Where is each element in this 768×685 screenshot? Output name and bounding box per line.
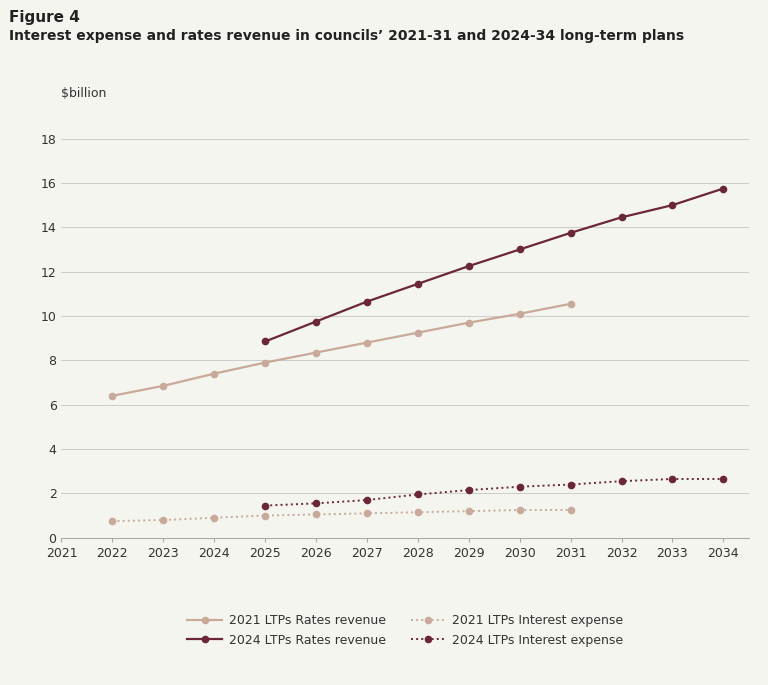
Text: $billion: $billion [61,86,107,99]
Text: Interest expense and rates revenue in councils’ 2021-31 and 2024-34 long-term pl: Interest expense and rates revenue in co… [9,29,684,42]
Legend: 2021 LTPs Rates revenue, 2024 LTPs Rates revenue, 2021 LTPs Interest expense, 20: 2021 LTPs Rates revenue, 2024 LTPs Rates… [182,609,628,651]
Text: Figure 4: Figure 4 [9,10,80,25]
